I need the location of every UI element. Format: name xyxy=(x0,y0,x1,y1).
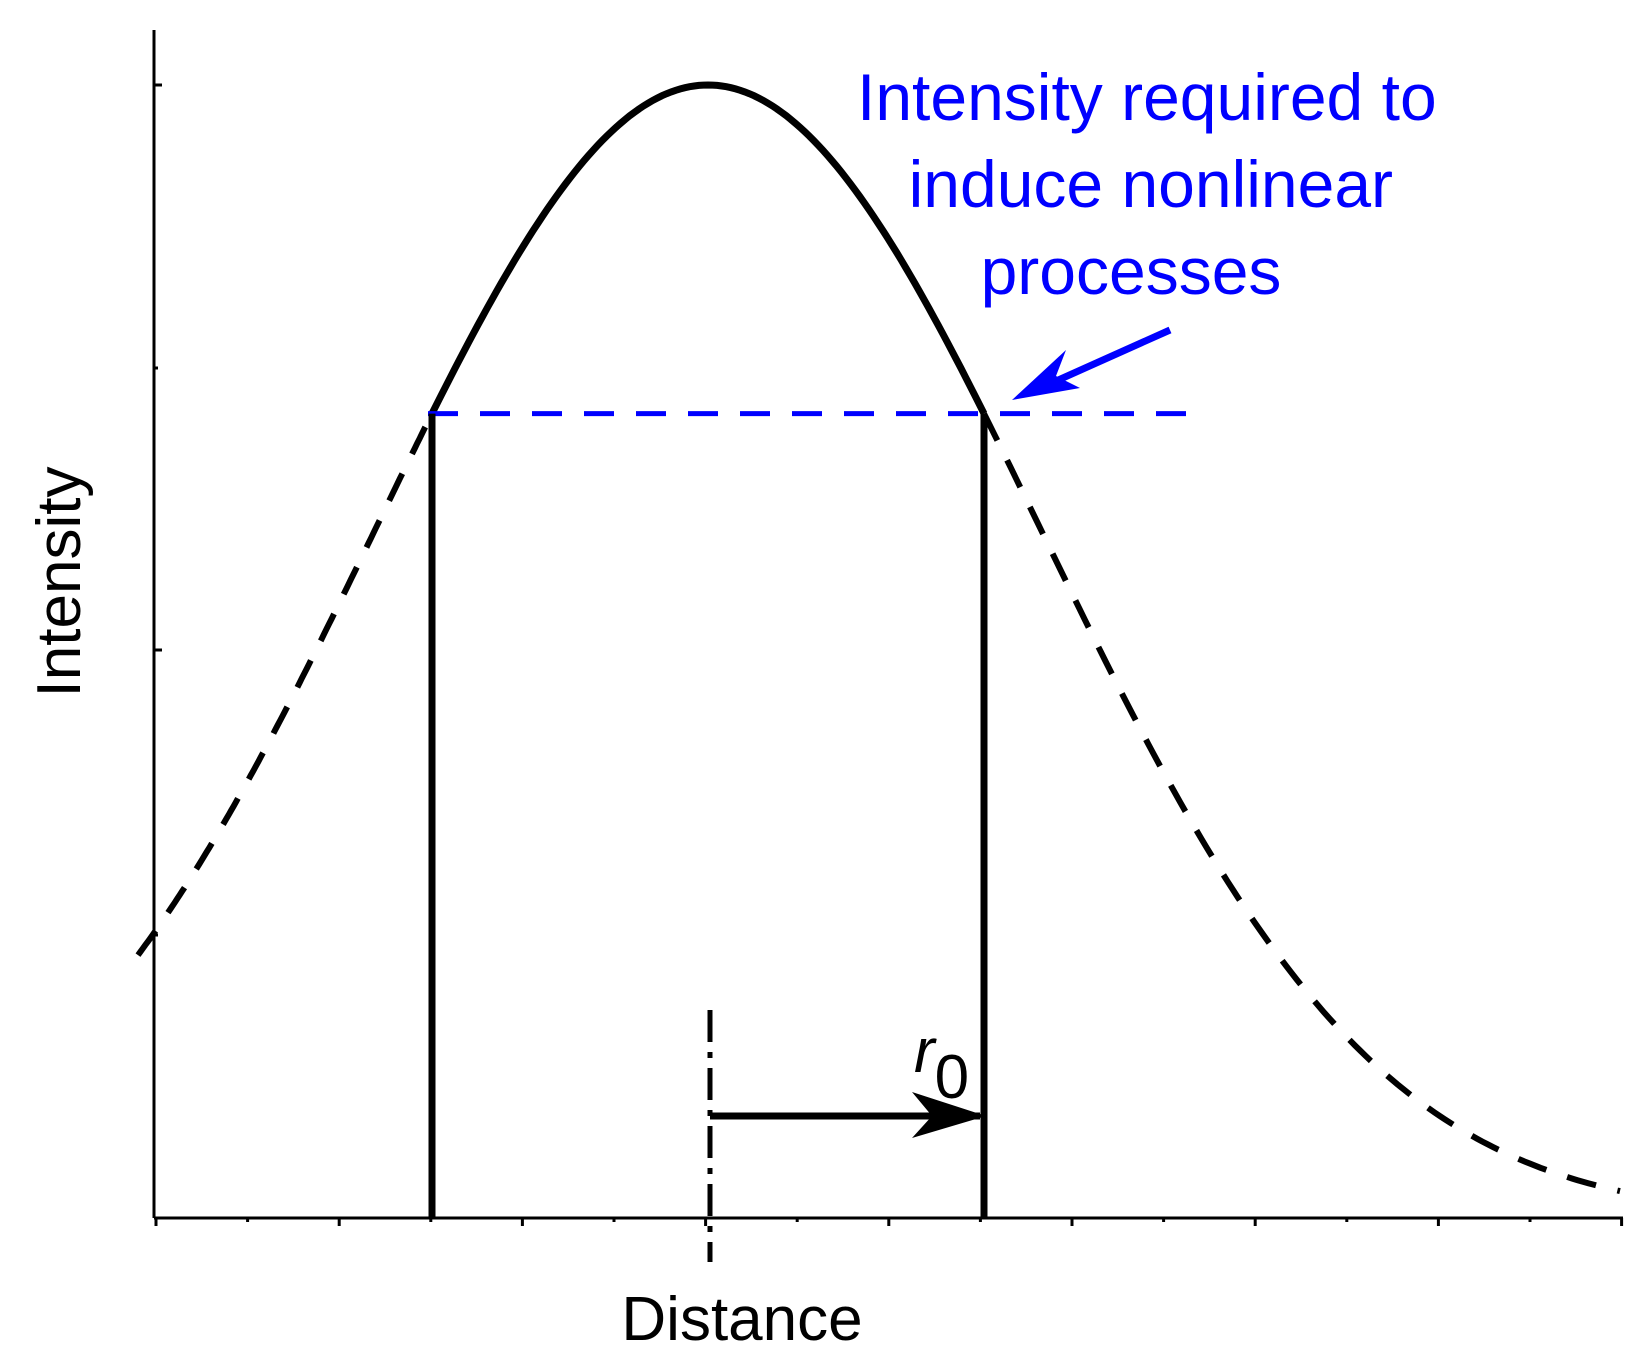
radius-arrowhead xyxy=(912,1092,986,1138)
annotation-line-3: processes xyxy=(981,234,1282,308)
axis-ticks xyxy=(154,83,1624,1226)
radius-arrow xyxy=(710,1092,986,1138)
x-axis-label: Distance xyxy=(621,1285,862,1354)
annotation-line-2: induce nonlinear xyxy=(909,147,1393,221)
radius-symbol: r xyxy=(914,1017,937,1086)
annotation-arrow xyxy=(1012,326,1172,400)
annotation-text: Intensity required to induce nonlinear p… xyxy=(857,60,1455,308)
annotation-arrowhead xyxy=(1012,350,1080,400)
radius-label: r0 xyxy=(914,1017,969,1112)
y-axis-label: Intensity xyxy=(25,467,94,698)
radius-subscript: 0 xyxy=(935,1043,969,1112)
gaussian-tail-right xyxy=(981,412,1621,1195)
annotation-line-1: Intensity required to xyxy=(857,60,1437,134)
gaussian-tail-left xyxy=(135,412,435,957)
gaussian-peak-curve xyxy=(428,81,988,416)
